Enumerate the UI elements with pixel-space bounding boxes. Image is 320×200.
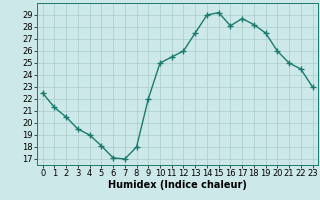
X-axis label: Humidex (Indice chaleur): Humidex (Indice chaleur) — [108, 180, 247, 190]
